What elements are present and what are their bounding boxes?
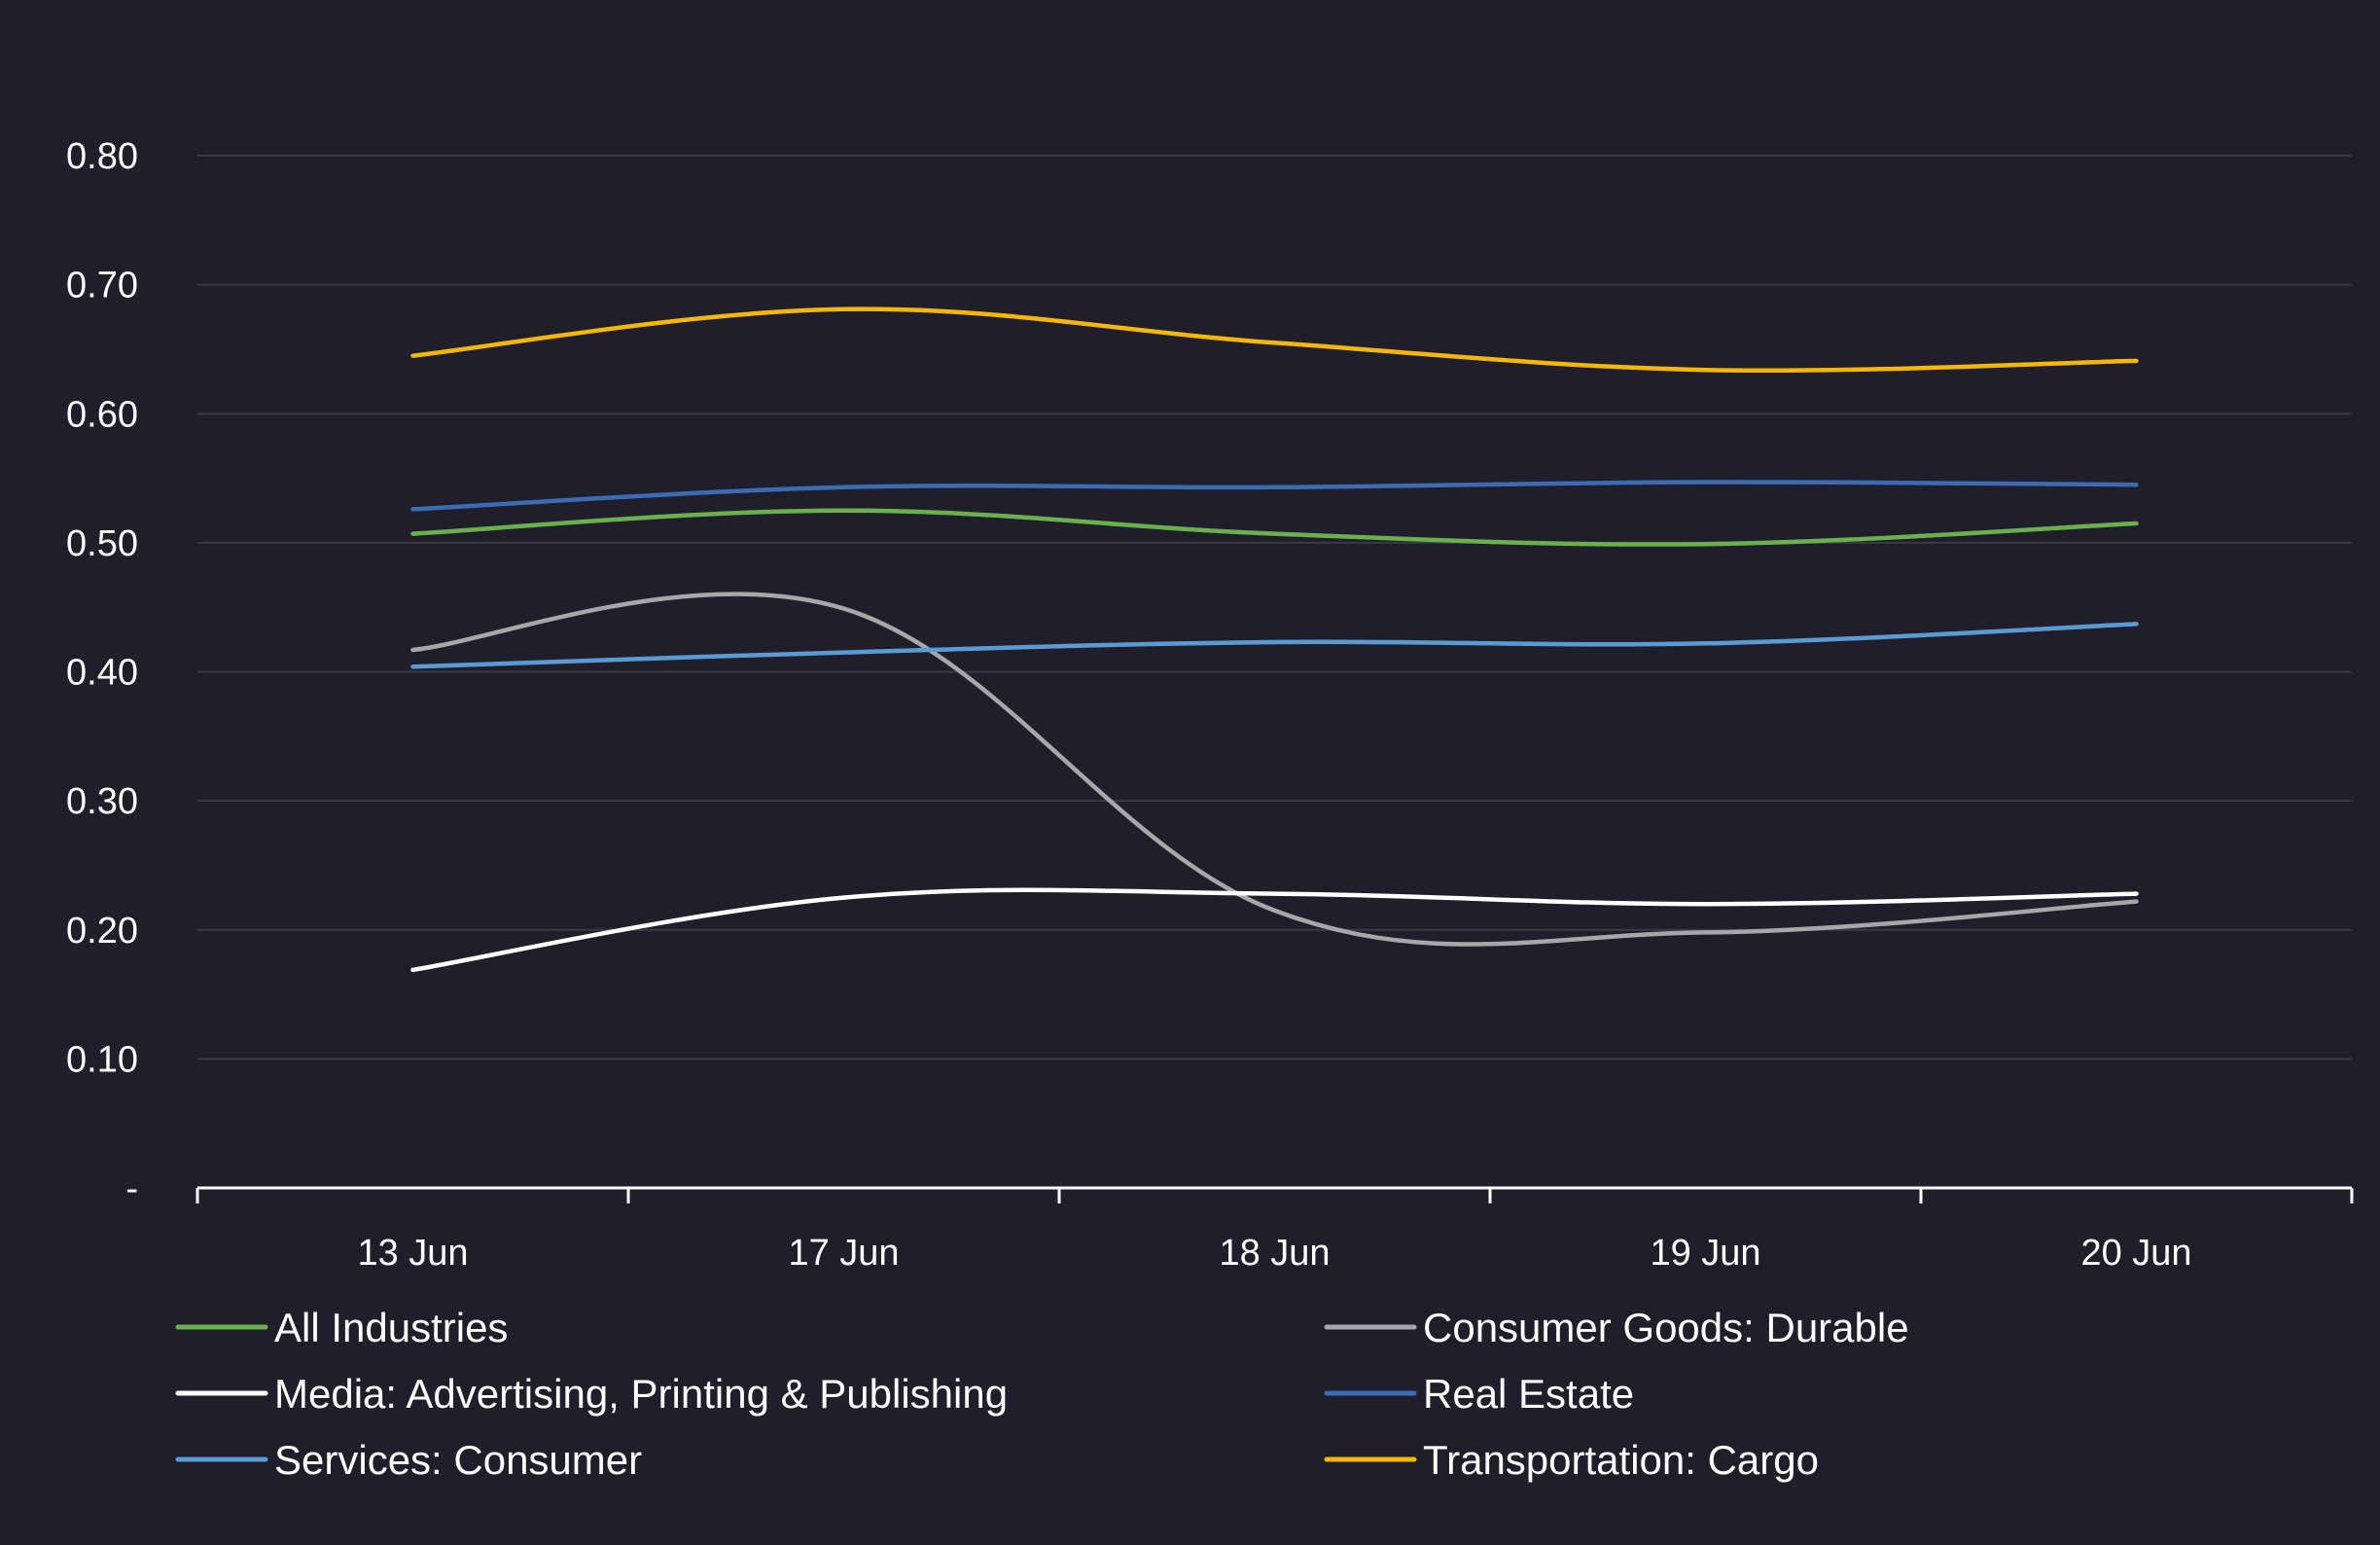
- x-tick-label: 17 Jun: [788, 1233, 899, 1274]
- y-tick-label: 0.50: [66, 523, 138, 564]
- y-tick-label: 0.30: [66, 781, 138, 822]
- series-line-media-advertising-printing-publishing: [410, 887, 2139, 973]
- legend-item-media-advertising-printing-publishing: Media: Advertising, Printing & Publishin…: [175, 1371, 1008, 1417]
- legend-item-all-industries: All Industries: [175, 1305, 508, 1350]
- x-axis: 13 Jun 17 Jun 18 Jun 19 Jun 20 Jun: [195, 1186, 2354, 1274]
- y-tick-label: 0.20: [66, 911, 138, 952]
- y-tick-label: -: [125, 1168, 138, 1209]
- series-line-transportation-cargo: [410, 306, 2139, 374]
- legend-item-transportation-cargo: Transportation: Cargo: [1324, 1437, 1819, 1483]
- series-line-services-consumer: [410, 622, 2139, 669]
- x-tick-label: 13 Jun: [357, 1233, 468, 1274]
- legend-label: Consumer Goods: Durable: [1423, 1305, 1909, 1350]
- y-axis: - 0.10 0.20 0.30 0.40 0.50 0.60 0.70 0.80: [66, 136, 138, 1209]
- legend-item-services-consumer: Services: Consumer: [175, 1437, 642, 1483]
- legend-label: All Industries: [274, 1305, 508, 1350]
- legend-label: Transportation: Cargo: [1423, 1437, 1819, 1483]
- y-tick-label: 0.10: [66, 1039, 138, 1080]
- x-tick-label: 18 Jun: [1219, 1233, 1330, 1274]
- legend-label: Real Estate: [1423, 1371, 1634, 1417]
- series-lines: [410, 306, 2139, 973]
- grid-lines: [197, 155, 2352, 1060]
- legend-item-real-estate: Real Estate: [1324, 1371, 1634, 1417]
- legend-label: Media: Advertising, Printing & Publishin…: [274, 1371, 1008, 1417]
- x-tick-label: 20 Jun: [2080, 1233, 2191, 1274]
- y-tick-label: 0.60: [66, 394, 138, 435]
- y-tick-label: 0.70: [66, 266, 138, 306]
- y-tick-label: 0.80: [66, 136, 138, 177]
- series-line-consumer-goods-durable: [410, 592, 2139, 947]
- legend-item-consumer-goods-durable: Consumer Goods: Durable: [1324, 1305, 1909, 1350]
- series-line-real-estate: [410, 480, 2139, 512]
- series-line-all-industries: [410, 508, 2139, 547]
- x-tick-label: 19 Jun: [1650, 1233, 1760, 1274]
- y-tick-label: 0.40: [66, 653, 138, 694]
- legend: All Industries Consumer Goods: Durable Med…: [175, 1305, 1909, 1483]
- legend-label: Services: Consumer: [274, 1437, 642, 1483]
